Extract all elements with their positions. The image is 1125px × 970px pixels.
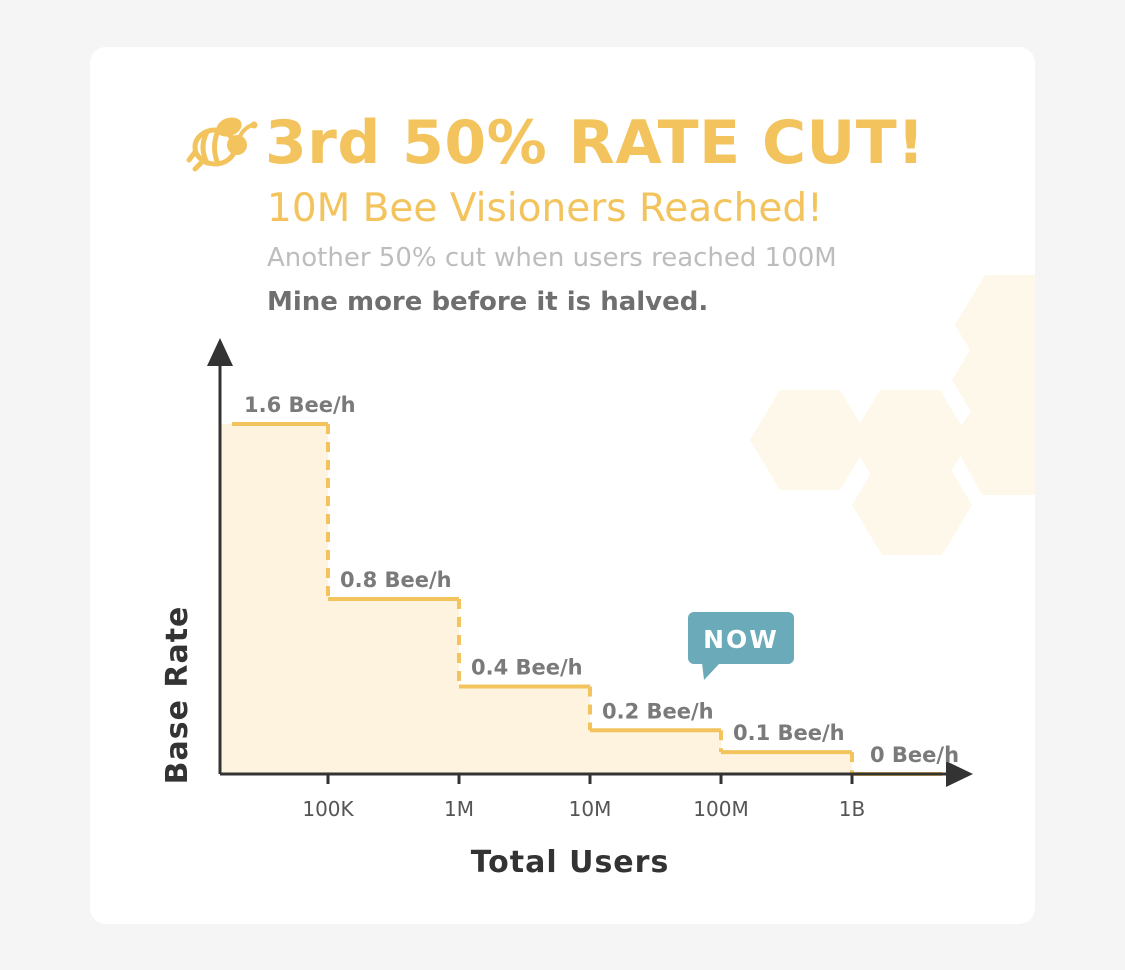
segment-label: 0 Bee/h [870, 743, 959, 767]
x-axis-title: Total Users [471, 845, 670, 880]
bee-icon [186, 117, 258, 172]
segment-label: 1.6 Bee/h [244, 393, 356, 417]
note-text: Another 50% cut when users reached 100M [267, 243, 837, 273]
header: 3rd 50% RATE CUT! 10M Bee Visioners Reac… [185, 98, 965, 317]
cta-text: Mine more before it is halved. [267, 287, 709, 317]
segment-label: 0.4 Bee/h [471, 656, 583, 680]
title-row: 3rd 50% RATE CUT! [185, 98, 965, 188]
now-callout: NOW [688, 612, 794, 680]
subtitle: 10M Bee Visioners Reached! [267, 186, 823, 231]
segment-label: 0.8 Bee/h [340, 568, 452, 592]
now-callout-text: NOW [703, 625, 779, 654]
x-tick-label: 1M [444, 797, 474, 821]
now-callout-tail [702, 663, 720, 680]
segment-label: 0.2 Bee/h [602, 699, 714, 723]
x-tick-label: 100M [693, 797, 748, 821]
area-fill [220, 424, 942, 774]
x-tick-label: 1B [839, 797, 865, 821]
chart-axes [207, 338, 973, 787]
y-axis-title: Base Rate [160, 606, 195, 785]
honeycomb-decoration [750, 275, 1035, 555]
chart-labels: 100K 1M 10M 100M 1B 1.6 Bee/h 0.8 Bee/h 0.4 Bee… [160, 393, 959, 880]
x-axis-arrow [946, 761, 973, 787]
x-tick-label: 10M [569, 797, 612, 821]
page-title: 3rd 50% RATE CUT! [265, 108, 926, 178]
y-axis-arrow [207, 338, 233, 366]
segment-label: 0.1 Bee/h [733, 721, 845, 745]
now-callout-bubble [688, 612, 794, 664]
x-tick-label: 100K [302, 797, 354, 821]
